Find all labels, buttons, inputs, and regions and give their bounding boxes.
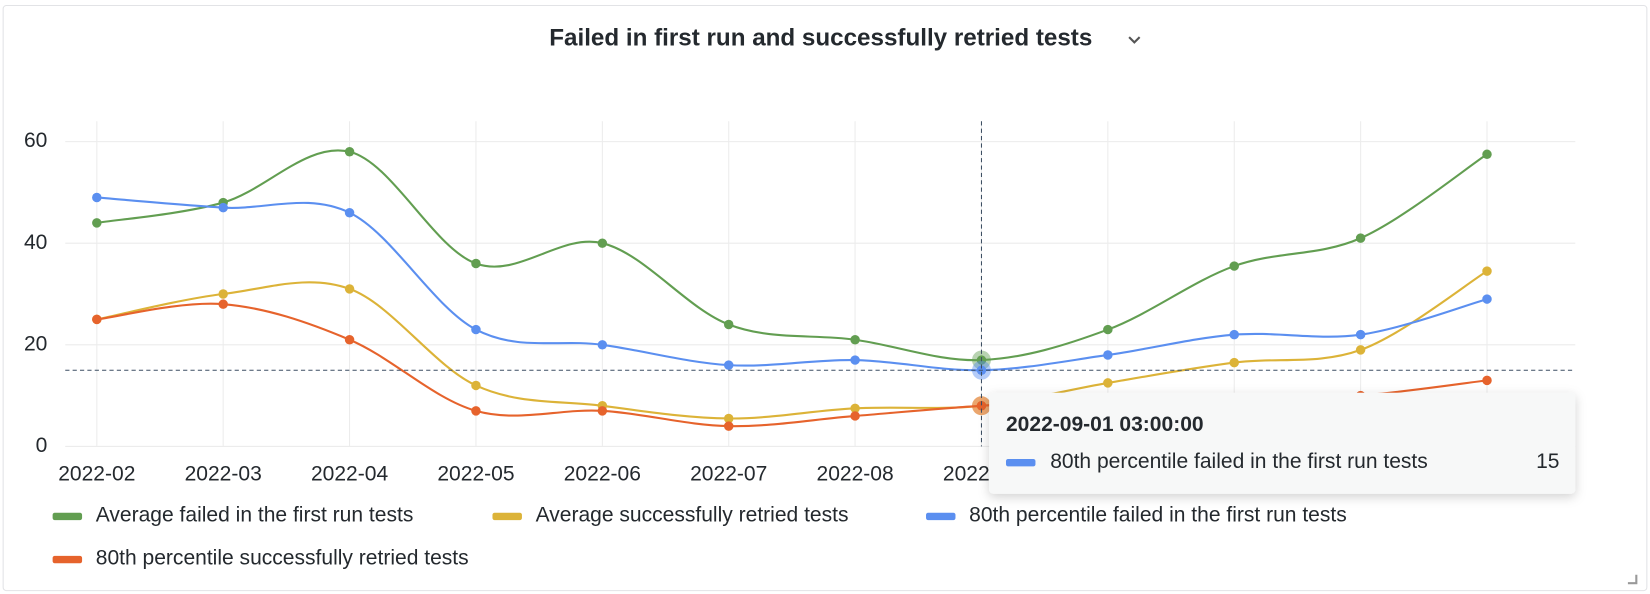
data-point [723, 421, 734, 431]
data-point [597, 340, 608, 350]
data-point [1482, 375, 1492, 386]
x-tick-label: 2022-03 [185, 462, 262, 485]
legend-label[interactable]: Average successfully retried tests [536, 503, 849, 526]
data-point [850, 355, 860, 365]
tooltip-box [989, 392, 1576, 494]
legend-swatch[interactable] [492, 512, 522, 521]
legend-swatch[interactable] [926, 512, 956, 521]
data-point [471, 324, 481, 335]
data-point [344, 147, 355, 157]
data-point [850, 403, 860, 414]
data-point [1355, 233, 1366, 243]
legend-swatch[interactable] [52, 512, 83, 521]
x-tick-label: 2022-02 [58, 462, 135, 485]
data-point [1103, 324, 1113, 335]
data-point [218, 289, 228, 299]
y-tick-label: 0 [36, 434, 48, 457]
data-point [1355, 329, 1366, 340]
tooltip-swatch [1005, 459, 1036, 467]
legend-label[interactable]: 80th percentile failed in the first run … [969, 503, 1347, 526]
resize-handle[interactable] [1627, 574, 1638, 585]
y-tick-label: 60 [24, 129, 47, 152]
data-point [597, 238, 608, 248]
data-point [471, 380, 481, 391]
data-point [344, 284, 355, 294]
data-point [723, 360, 734, 370]
data-point [92, 218, 102, 228]
data-point [471, 406, 481, 416]
data-point [92, 314, 102, 325]
data-point [1482, 294, 1492, 304]
data-point [850, 411, 860, 421]
data-point [1103, 378, 1113, 388]
y-tick-label: 40 [24, 231, 47, 254]
data-point [723, 413, 734, 424]
data-point [1355, 345, 1366, 355]
tooltip-time: 2022-09-01 03:00:00 [1006, 413, 1204, 436]
legend-swatch[interactable] [52, 555, 83, 564]
legend-label[interactable]: 80th percentile successfully retried tes… [96, 547, 469, 570]
data-point [218, 299, 228, 309]
y-tick-label: 20 [24, 332, 47, 355]
data-point [723, 319, 734, 330]
data-point [976, 401, 987, 411]
data-point [218, 202, 228, 213]
data-point [1229, 357, 1239, 368]
series-line [96, 149, 1488, 362]
x-tick-label: 2022-08 [817, 462, 894, 485]
data-point [597, 406, 608, 416]
data-point [1229, 329, 1239, 340]
title-menu-chevron[interactable] [1128, 36, 1141, 44]
tooltip-value: 15 [1536, 450, 1559, 473]
series-line [96, 270, 1488, 420]
x-tick-label: 2022-05 [437, 462, 514, 485]
data-point [344, 334, 355, 345]
data-point [92, 192, 102, 203]
panel-title[interactable]: Failed in first run and successfully ret… [549, 25, 1092, 52]
data-point [344, 207, 355, 218]
data-point [1103, 350, 1113, 360]
data-point [471, 258, 481, 269]
data-point [850, 334, 860, 345]
series-line [96, 196, 1488, 372]
data-point [1482, 149, 1492, 160]
legend-label[interactable]: Average failed in the first run tests [96, 503, 414, 526]
data-point [1229, 261, 1239, 271]
data-point [1482, 266, 1492, 276]
tooltip-series: 80th percentile failed in the first run … [1050, 450, 1428, 473]
x-tick-label: 2022-07 [690, 462, 767, 485]
x-tick-label: 2022-04 [311, 462, 388, 485]
x-tick-label: 2022-06 [564, 462, 641, 485]
